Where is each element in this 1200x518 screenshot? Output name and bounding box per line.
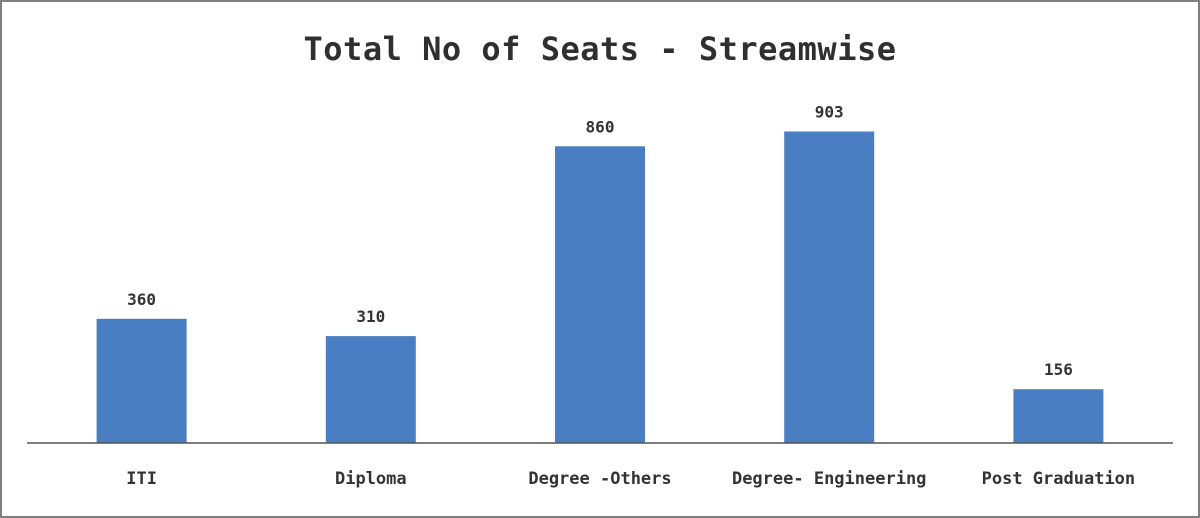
bar-diploma — [325, 336, 416, 443]
category-tick-label: Degree -Others — [528, 469, 671, 489]
bar-iti — [96, 318, 187, 443]
labels-layer: 360 ITI 310 Diploma 860 Degree -Others 903 Degr… — [126, 103, 1135, 490]
bar-degree-others — [555, 146, 645, 444]
category-tick-label: Degree- Engineering — [732, 469, 926, 489]
category-tick-label: ITI — [126, 469, 157, 489]
bar-value-label: 860 — [586, 117, 615, 136]
bar-value-label: 156 — [1044, 360, 1073, 379]
chart-title: Total No of Seats - Streamwise — [303, 30, 897, 68]
bar-value-label: 310 — [356, 307, 385, 326]
bar-value-label: 360 — [127, 290, 156, 309]
category-tick-label: Diploma — [335, 469, 407, 489]
category-tick-label: Post Graduation — [982, 469, 1136, 489]
bars-layer — [96, 131, 1104, 444]
bar-degree-engineering — [784, 131, 875, 443]
bar-post-graduation — [1013, 389, 1104, 443]
bar-value-label: 903 — [815, 103, 844, 122]
